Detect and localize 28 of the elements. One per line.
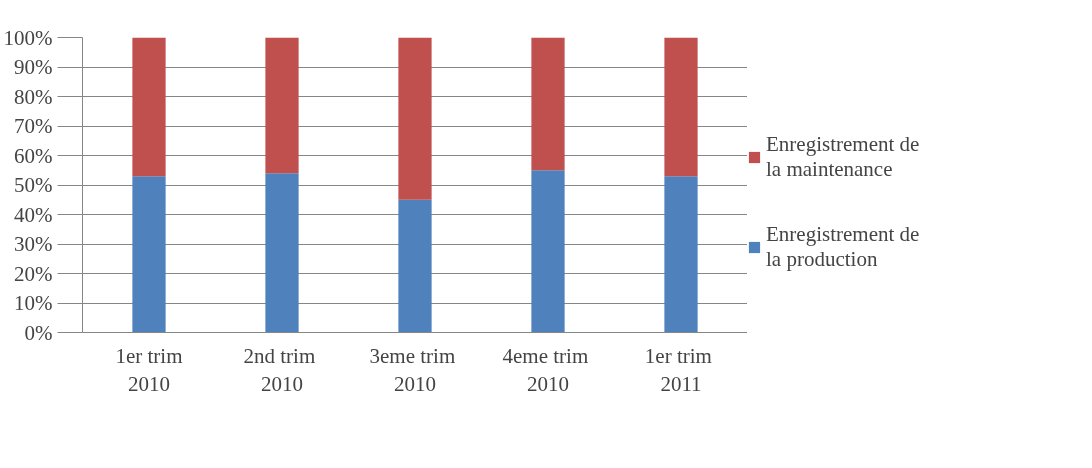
legend-label: Enregistrement de la production <box>766 222 920 272</box>
bar <box>265 173 299 333</box>
y-tick-label: 40% <box>14 202 53 227</box>
bar <box>132 37 166 177</box>
bar <box>132 176 166 333</box>
x-tick-label: 3eme trim 2010 <box>369 343 456 397</box>
y-tick-label: 100% <box>3 25 53 50</box>
y-tick-label: 60% <box>14 143 53 168</box>
y-tick-label: 80% <box>14 84 53 109</box>
bar <box>664 37 698 177</box>
bar <box>398 37 432 200</box>
x-tick-label: 2nd trim 2010 <box>243 343 316 397</box>
y-tick-label: 30% <box>14 232 53 256</box>
y-tick-label: 50% <box>14 173 53 197</box>
y-tick-label: 70% <box>14 114 53 138</box>
bar <box>664 176 698 333</box>
y-tick-label: 0% <box>24 320 53 345</box>
bar <box>531 37 565 171</box>
x-tick-label: 1er trim 2011 <box>644 343 712 397</box>
legend-label: Enregistrement de la maintenance <box>766 132 920 182</box>
x-tick-label: 1er trim 2010 <box>115 343 183 397</box>
y-tick-label: 10% <box>14 291 53 315</box>
x-tick-label: 4eme trim 2010 <box>502 343 589 397</box>
y-tick-label: 20% <box>14 261 53 286</box>
bar <box>398 199 432 333</box>
bar <box>531 170 565 333</box>
bar <box>265 37 299 174</box>
y-tick-label: 90% <box>14 55 53 79</box>
